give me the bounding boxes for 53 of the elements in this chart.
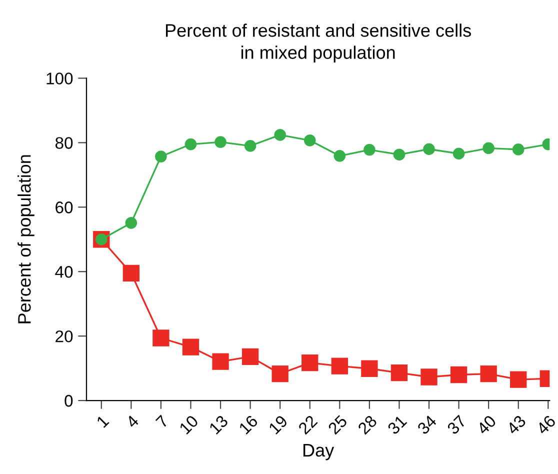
point bbox=[361, 360, 378, 377]
point bbox=[182, 338, 200, 356]
point bbox=[274, 129, 286, 141]
y-axis-title: Percent of population bbox=[18, 155, 34, 324]
point bbox=[420, 368, 438, 386]
point bbox=[450, 366, 468, 384]
point bbox=[302, 354, 318, 372]
point bbox=[125, 217, 138, 229]
point bbox=[510, 371, 527, 388]
point bbox=[152, 330, 170, 346]
x-tick-label: 25 bbox=[327, 414, 348, 435]
point bbox=[390, 364, 408, 382]
point bbox=[155, 150, 167, 162]
x-tick-label: 28 bbox=[357, 414, 378, 435]
x-axis-title: Day bbox=[303, 444, 334, 460]
x-tick-label: 46 bbox=[536, 414, 556, 436]
x-tick-label: 10 bbox=[178, 414, 199, 435]
x-tick-label: 40 bbox=[476, 414, 497, 436]
point bbox=[334, 150, 346, 162]
x-tick-label: 16 bbox=[238, 414, 258, 435]
y-tick-label: 40 bbox=[55, 266, 73, 278]
x-tick-label: 37 bbox=[446, 414, 467, 436]
y-tick-label: 20 bbox=[56, 330, 73, 342]
point bbox=[480, 365, 497, 382]
x-tick-label: 19 bbox=[268, 414, 288, 435]
y-tick-label: 60 bbox=[56, 202, 73, 214]
y-tick-label: 80 bbox=[55, 137, 73, 149]
point bbox=[214, 136, 226, 148]
point bbox=[304, 134, 316, 146]
x-tick-label: 34 bbox=[416, 414, 438, 436]
x-tick-label: 22 bbox=[298, 414, 318, 435]
x-tick-label: 7 bbox=[155, 414, 169, 428]
x-tick-label: 4 bbox=[125, 414, 140, 429]
point bbox=[423, 143, 435, 156]
y-tick-label: 0 bbox=[64, 394, 73, 407]
x-tick-label: 31 bbox=[386, 414, 408, 436]
point bbox=[331, 358, 348, 374]
point bbox=[242, 348, 259, 366]
point bbox=[122, 264, 140, 282]
point bbox=[272, 365, 288, 382]
point bbox=[244, 140, 256, 152]
point bbox=[184, 138, 197, 150]
point bbox=[512, 144, 524, 156]
x-tick-label: 43 bbox=[506, 414, 526, 436]
point bbox=[452, 148, 465, 160]
point bbox=[393, 148, 406, 161]
x-tick-label: 1 bbox=[96, 414, 110, 428]
point bbox=[482, 142, 494, 154]
point bbox=[212, 353, 229, 370]
y-tick-label: 100 bbox=[46, 72, 73, 84]
chart-title: Percent of resistant and sensitive cells in mixed population bbox=[166, 24, 471, 63]
x-tick-label: 13 bbox=[208, 414, 229, 435]
point bbox=[364, 144, 376, 156]
